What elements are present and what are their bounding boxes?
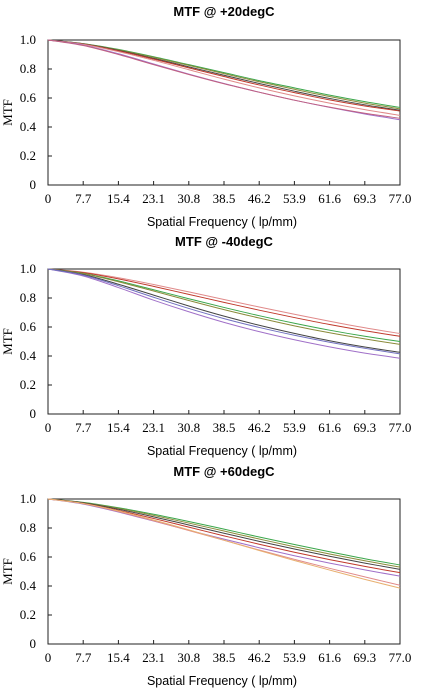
y-tick-label: 1.0 bbox=[20, 32, 36, 47]
mtf-series-line-7 bbox=[47, 268, 401, 355]
mtf-series-line-2 bbox=[47, 498, 401, 568]
y-tick-label: 1.0 bbox=[20, 491, 36, 506]
x-tick-label: 23.1 bbox=[142, 191, 165, 206]
mtf-series-line-1 bbox=[47, 268, 401, 335]
y-tick-label: 0.8 bbox=[20, 61, 36, 76]
x-tick-label: 38.5 bbox=[213, 650, 236, 665]
y-tick-label: 0.4 bbox=[20, 119, 37, 134]
x-tick-label: 0 bbox=[45, 191, 52, 206]
y-tick-label: 0.2 bbox=[20, 148, 36, 163]
x-tick-label: 77.0 bbox=[389, 420, 412, 435]
mtf-series-line-7 bbox=[47, 498, 401, 589]
x-tick-label: 53.9 bbox=[283, 650, 306, 665]
x-tick-label: 38.5 bbox=[213, 191, 236, 206]
chart-title: MTF @ -40degC bbox=[175, 234, 274, 249]
mtf-series-line-5 bbox=[47, 39, 401, 116]
x-axis-label: Spatial Frequency ( lp/mm) bbox=[147, 444, 297, 458]
mtf-series-line-6 bbox=[47, 498, 401, 586]
mtf-chart-2: MTF @ -40degC 0 0.2 0.4 0.6 0.8 1.0 0 7.7 15.4 23.… bbox=[0, 234, 411, 458]
y-tick-label: 0 bbox=[30, 177, 37, 192]
x-tick-label: 23.1 bbox=[142, 650, 165, 665]
x-tick-label: 69.3 bbox=[353, 191, 376, 206]
x-tick-label: 61.6 bbox=[318, 650, 341, 665]
x-tick-label: 0 bbox=[45, 420, 52, 435]
mtf-chart-1: MTF @ +20degC 0 0.2 0.4 0.6 0.8 1.0 0 7.7 15.4 23.… bbox=[0, 4, 411, 229]
x-tick-label: 38.5 bbox=[213, 420, 236, 435]
y-axis-label: MTF bbox=[0, 328, 15, 355]
x-tick-label: 15.4 bbox=[107, 420, 130, 435]
x-tick-label: 69.3 bbox=[353, 420, 376, 435]
mtf-chart-3: MTF @ +60degC 0 0.2 0.4 0.6 0.8 1.0 0 7.7 15.4 23.… bbox=[0, 464, 411, 688]
mtf-series-line-2 bbox=[47, 268, 401, 337]
x-tick-label: 30.8 bbox=[177, 191, 200, 206]
mtf-series-line-3 bbox=[47, 268, 401, 342]
y-tick-label: 0.4 bbox=[20, 578, 37, 593]
y-tick-label: 0 bbox=[30, 406, 37, 421]
y-tick-label: 1.0 bbox=[20, 261, 36, 276]
x-tick-label: 46.2 bbox=[248, 191, 271, 206]
mtf-series-line-4 bbox=[47, 268, 401, 345]
y-tick-label: 0.6 bbox=[20, 90, 37, 105]
y-tick-label: 0.8 bbox=[20, 520, 36, 535]
x-axis-label: Spatial Frequency ( lp/mm) bbox=[147, 215, 297, 229]
plot-area-frame bbox=[47, 498, 401, 645]
mtf-series-line-4 bbox=[47, 498, 401, 574]
y-tick-label: 0.6 bbox=[20, 549, 37, 564]
x-tick-label: 7.7 bbox=[75, 420, 92, 435]
x-tick-label: 7.7 bbox=[75, 650, 92, 665]
plot-area-frame bbox=[47, 268, 401, 415]
y-tick-label: 0.2 bbox=[20, 607, 36, 622]
x-tick-label: 46.2 bbox=[248, 420, 271, 435]
y-tick-label: 0.6 bbox=[20, 319, 37, 334]
x-tick-label: 61.6 bbox=[318, 420, 341, 435]
mtf-series-line-4 bbox=[47, 39, 401, 112]
mtf-series-line-6 bbox=[47, 268, 401, 359]
mtf-series-line-1 bbox=[47, 498, 401, 566]
chart-title: MTF @ +60degC bbox=[173, 464, 275, 479]
x-tick-label: 7.7 bbox=[75, 191, 92, 206]
x-tick-label: 61.6 bbox=[318, 191, 341, 206]
x-tick-label: 15.4 bbox=[107, 650, 130, 665]
x-tick-label: 46.2 bbox=[248, 650, 271, 665]
y-axis-label: MTF bbox=[0, 99, 15, 126]
x-tick-label: 30.8 bbox=[177, 420, 200, 435]
mtf-series-line-5 bbox=[47, 268, 401, 353]
x-tick-label: 77.0 bbox=[389, 191, 412, 206]
y-tick-label: 0.2 bbox=[20, 377, 36, 392]
y-tick-label: 0 bbox=[30, 636, 37, 651]
y-tick-label: 0.8 bbox=[20, 290, 36, 305]
x-tick-label: 69.3 bbox=[353, 650, 376, 665]
x-tick-label: 53.9 bbox=[283, 191, 306, 206]
mtf-series-line-6 bbox=[47, 39, 401, 121]
x-tick-label: 77.0 bbox=[389, 650, 412, 665]
x-tick-label: 23.1 bbox=[142, 420, 165, 435]
y-tick-label: 0.4 bbox=[20, 348, 37, 363]
y-axis-label: MTF bbox=[0, 558, 15, 585]
plot-area-frame bbox=[47, 39, 401, 186]
x-tick-label: 53.9 bbox=[283, 420, 306, 435]
mtf-series-line-5 bbox=[47, 498, 401, 577]
x-axis-label: Spatial Frequency ( lp/mm) bbox=[147, 674, 297, 688]
chart-title: MTF @ +20degC bbox=[173, 4, 275, 19]
x-tick-label: 15.4 bbox=[107, 191, 130, 206]
x-tick-label: 30.8 bbox=[177, 650, 200, 665]
x-tick-label: 0 bbox=[45, 650, 52, 665]
mtf-series-line-7 bbox=[47, 39, 401, 119]
mtf-series-line-3 bbox=[47, 498, 401, 570]
